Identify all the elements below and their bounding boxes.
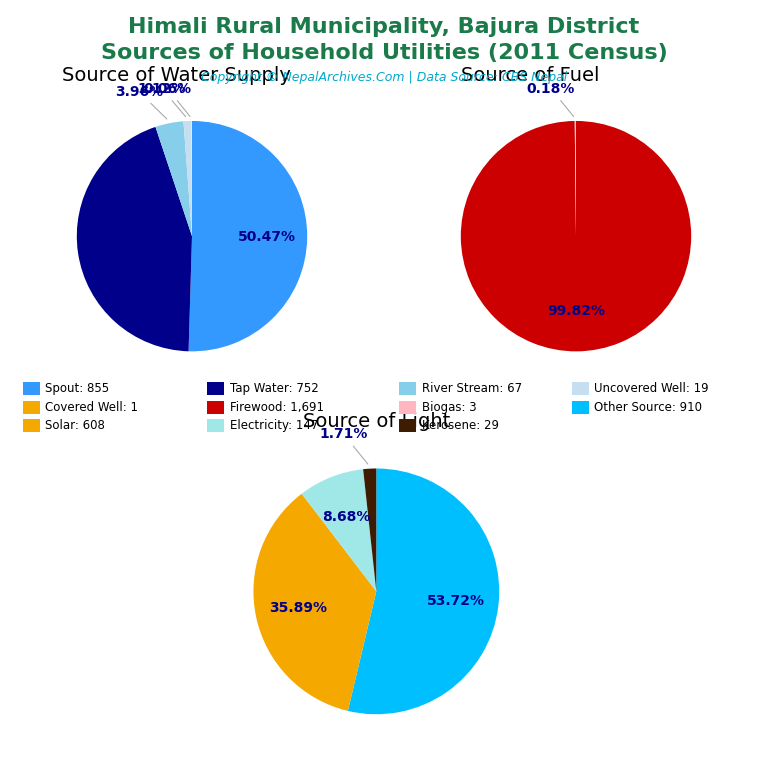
Text: 99.82%: 99.82% (548, 304, 605, 318)
Text: Biogas: 3: Biogas: 3 (422, 401, 476, 413)
Wedge shape (189, 121, 307, 352)
Text: 53.72%: 53.72% (427, 594, 485, 607)
Text: Uncovered Well: 19: Uncovered Well: 19 (594, 382, 709, 395)
Text: 1.12%: 1.12% (137, 82, 187, 117)
Text: Spout: 855: Spout: 855 (45, 382, 109, 395)
Title: Source of Light: Source of Light (303, 412, 450, 431)
Text: Copyright © NepalArchives.Com | Data Source: CBS Nepal: Copyright © NepalArchives.Com | Data Sou… (201, 71, 567, 84)
Text: 44.39%: 44.39% (89, 240, 147, 254)
Wedge shape (363, 468, 376, 591)
Text: Tap Water: 752: Tap Water: 752 (230, 382, 319, 395)
Text: Covered Well: 1: Covered Well: 1 (45, 401, 138, 413)
Text: 3.96%: 3.96% (114, 84, 167, 119)
Text: Kerosene: 29: Kerosene: 29 (422, 419, 498, 432)
Wedge shape (77, 127, 192, 351)
Text: Electricity: 147: Electricity: 147 (230, 419, 318, 432)
Wedge shape (302, 469, 376, 591)
Text: Himali Rural Municipality, Bajura District: Himali Rural Municipality, Bajura Distri… (128, 17, 640, 37)
Text: River Stream: 67: River Stream: 67 (422, 382, 521, 395)
Wedge shape (348, 468, 499, 714)
Text: 0.18%: 0.18% (527, 81, 575, 117)
Text: 8.68%: 8.68% (323, 510, 371, 525)
Text: 1.71%: 1.71% (319, 427, 368, 464)
Text: 50.47%: 50.47% (238, 230, 296, 244)
Wedge shape (574, 121, 576, 237)
Text: 35.89%: 35.89% (270, 601, 327, 615)
Text: Firewood: 1,691: Firewood: 1,691 (230, 401, 323, 413)
Text: Sources of Household Utilities (2011 Census): Sources of Household Utilities (2011 Cen… (101, 43, 667, 63)
Text: Source of Water Supply: Source of Water Supply (62, 66, 291, 85)
Text: Other Source: 910: Other Source: 910 (594, 401, 703, 413)
Wedge shape (461, 121, 691, 351)
Text: Source of Fuel: Source of Fuel (461, 66, 599, 85)
Wedge shape (184, 121, 192, 237)
Text: Solar: 608: Solar: 608 (45, 419, 105, 432)
Wedge shape (253, 494, 376, 711)
Text: 0.06%: 0.06% (144, 81, 192, 117)
Wedge shape (155, 121, 192, 237)
